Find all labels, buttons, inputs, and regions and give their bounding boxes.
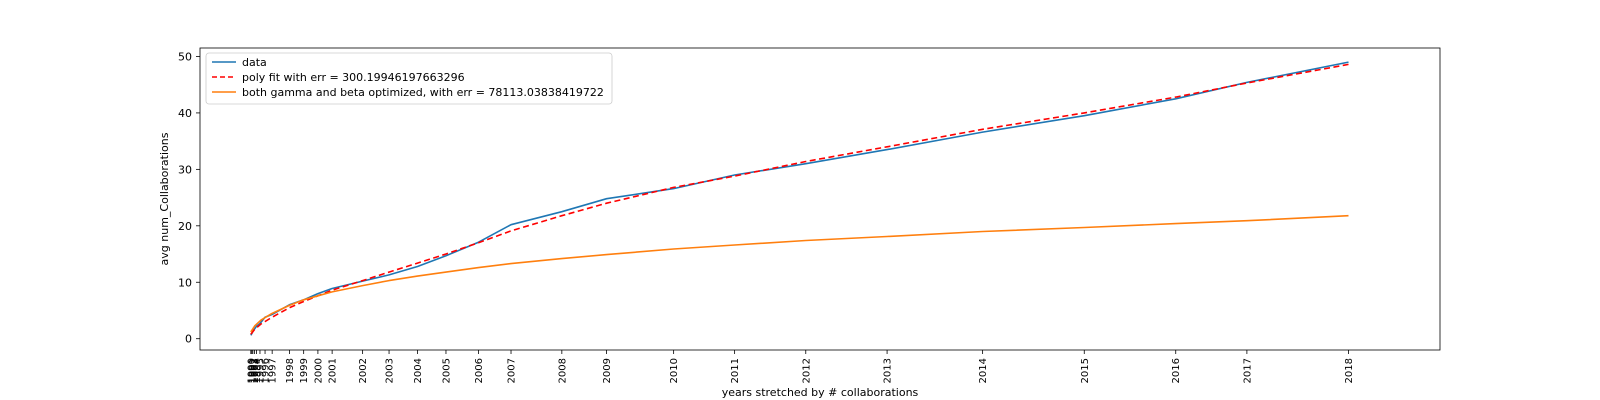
series-line-1 — [250, 63, 1349, 335]
x-axis-label: years stretched by # collaborations — [722, 386, 919, 399]
x-tick-label: 2001 — [328, 358, 339, 383]
y-axis-label: avg num_Collaborations — [158, 132, 171, 265]
y-tick-label: 40 — [178, 107, 192, 120]
x-tick-label: 2000 — [313, 358, 324, 383]
y-tick-label: 0 — [185, 333, 192, 346]
x-tick-label: 2007 — [507, 358, 518, 383]
x-tick-label: 1992 — [248, 358, 259, 383]
y-tick-label: 10 — [178, 276, 192, 289]
x-tick-label: 2004 — [413, 358, 424, 383]
x-tick-label: 2003 — [385, 358, 396, 383]
x-tick-label: 1996 — [261, 358, 272, 383]
x-tick-label: 2014 — [978, 358, 989, 383]
legend-label-gamma-beta: both gamma and beta optimized, with err … — [242, 86, 604, 99]
y-tick-label: 20 — [178, 220, 192, 233]
x-tick-label: 2013 — [883, 358, 894, 383]
series-line-2 — [250, 214, 1349, 333]
series-layer — [250, 61, 1349, 336]
plot-frame — [199, 47, 1441, 351]
x-tick-label: 1994 — [252, 358, 263, 383]
x-tick-label: 2015 — [1080, 358, 1091, 383]
x-tick-label: 2016 — [1171, 358, 1182, 383]
x-tick-label: 1997 — [268, 358, 279, 383]
x-tick-label: 1998 — [285, 358, 296, 383]
x-tick-label: 2006 — [474, 358, 485, 383]
x-tick-label: 2005 — [442, 358, 453, 383]
x-tick-label: 1990 — [246, 358, 257, 383]
x-tick-label: 2017 — [1242, 358, 1253, 383]
x-tick-label: 2009 — [602, 358, 613, 383]
x-tick-label: 1999 — [299, 358, 310, 383]
x-tick-label: 1993 — [250, 358, 261, 383]
x-tick-label: 1995 — [256, 358, 267, 383]
legend-label-data: data — [242, 56, 267, 69]
x-tick-label: 2002 — [358, 358, 369, 383]
y-tick-label: 50 — [178, 50, 192, 63]
legend-box — [205, 52, 613, 105]
x-tick-label: 2011 — [730, 358, 741, 383]
series-line-0 — [250, 61, 1349, 336]
x-tick-label: 2008 — [557, 358, 568, 383]
y-tick-label: 30 — [178, 163, 192, 176]
x-tick-label: 2010 — [669, 358, 680, 383]
legend: data poly fit with err = 300.19946197663… — [205, 52, 613, 105]
x-tick-label: 1991 — [247, 358, 258, 383]
legend-label-poly-fit: poly fit with err = 300.19946197663296 — [242, 71, 465, 84]
x-tick-label: 2012 — [801, 358, 812, 383]
y-axis-ticks: 0 10 20 30 40 50 — [178, 50, 200, 346]
x-tick-label: 2018 — [1344, 358, 1355, 383]
